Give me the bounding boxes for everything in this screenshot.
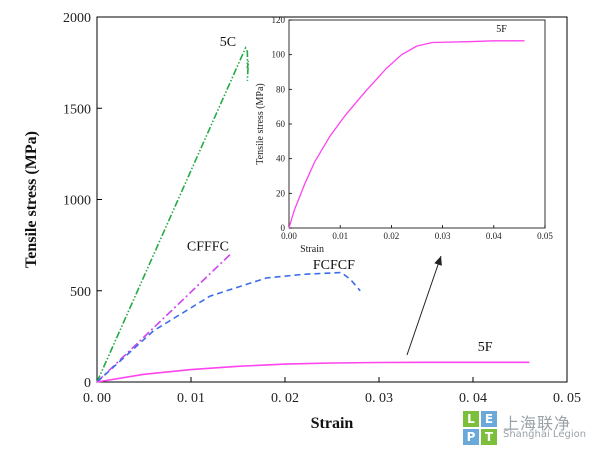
- inset-y-tick-label: 0: [281, 223, 286, 233]
- main-plot: 0. 00 0. 01 0. 02 0. 03 0. 04 0. 050500100015…: [23, 11, 581, 432]
- y-tick-label: 0: [84, 376, 91, 391]
- watermark-logo: L E P T 上海联净 Shanghai Legion: [463, 408, 598, 446]
- y-tick-label: 1000: [63, 194, 91, 209]
- watermark-letter: P: [463, 429, 479, 445]
- inset-x-tick-label: 0.03: [435, 231, 451, 241]
- series-label: 5C: [220, 35, 236, 50]
- watermark-text: 上海联净: [503, 414, 572, 433]
- watermark-letter: L: [463, 411, 479, 427]
- inset-series-group: 5F: [288, 24, 525, 229]
- inset-series-label: 5F: [496, 24, 507, 35]
- series-label: CFFFC: [187, 240, 229, 255]
- x-tick-label: 0. 03: [365, 391, 393, 406]
- series-line: [96, 46, 250, 383]
- x-tick-label: 0. 02: [271, 391, 299, 406]
- inset-axis-ticks: 0.00 0.01 0.02 0.03 0.04 0.05 0 20 40 60 80 100 120: [272, 15, 554, 241]
- series-label: 5F: [478, 340, 493, 355]
- inset-y-tick-label: 40: [276, 154, 286, 164]
- inset-x-tick-label: 0.05: [537, 231, 553, 241]
- inset-x-tick-label: 0.00: [281, 231, 297, 241]
- inset-y-tick-label: 100: [272, 50, 286, 60]
- series-line: [96, 252, 232, 383]
- inset-y-axis-label: Tensile stress (MPa): [255, 83, 266, 165]
- y-tick-label: 500: [70, 285, 91, 300]
- x-tick-label: 0. 04: [459, 391, 487, 406]
- y-axis-label: Tensile stress (MPa): [23, 131, 40, 268]
- x-tick-label: 0. 05: [553, 391, 581, 406]
- arrow-head-icon: [434, 256, 442, 266]
- y-tick-label: 2000: [63, 11, 91, 26]
- inset-y-tick-label: 60: [276, 119, 286, 129]
- inset-series-line: [288, 40, 525, 229]
- main-series-group: 5C CFFFC FCFCF 5F: [96, 35, 530, 383]
- series-line: [96, 361, 530, 383]
- x-tick-label: 0. 01: [177, 391, 205, 406]
- inset-background: [249, 18, 555, 260]
- watermark-subtext: Shanghai Legion: [503, 429, 587, 440]
- inset-y-tick-label: 20: [276, 188, 286, 198]
- y-tick-label: 1500: [63, 102, 91, 117]
- inset-x-tick-label: 0.02: [384, 231, 400, 241]
- inset-x-tick-label: 0.04: [486, 231, 502, 241]
- inset-y-tick-label: 80: [276, 84, 286, 94]
- inset-x-axis-label: Strain: [300, 244, 324, 255]
- inset-pointer-arrow: [406, 255, 442, 356]
- series-line: [96, 271, 361, 383]
- inset-x-tick-label: 0.01: [332, 231, 348, 241]
- main-axis-ticks: 0. 00 0. 01 0. 02 0. 03 0. 04 0. 050500100015…: [63, 11, 581, 406]
- x-tick-label: 0. 00: [83, 391, 111, 406]
- x-axis-label: Strain: [311, 415, 354, 432]
- inset-y-tick-label: 120: [272, 15, 286, 25]
- watermark-letter: T: [481, 429, 497, 445]
- series-label: FCFCF: [313, 258, 355, 273]
- arrow-line: [406, 255, 442, 356]
- watermark-letter: E: [481, 411, 497, 427]
- inset-plot: 0.00 0.01 0.02 0.03 0.04 0.05020406080100120 …: [249, 15, 555, 260]
